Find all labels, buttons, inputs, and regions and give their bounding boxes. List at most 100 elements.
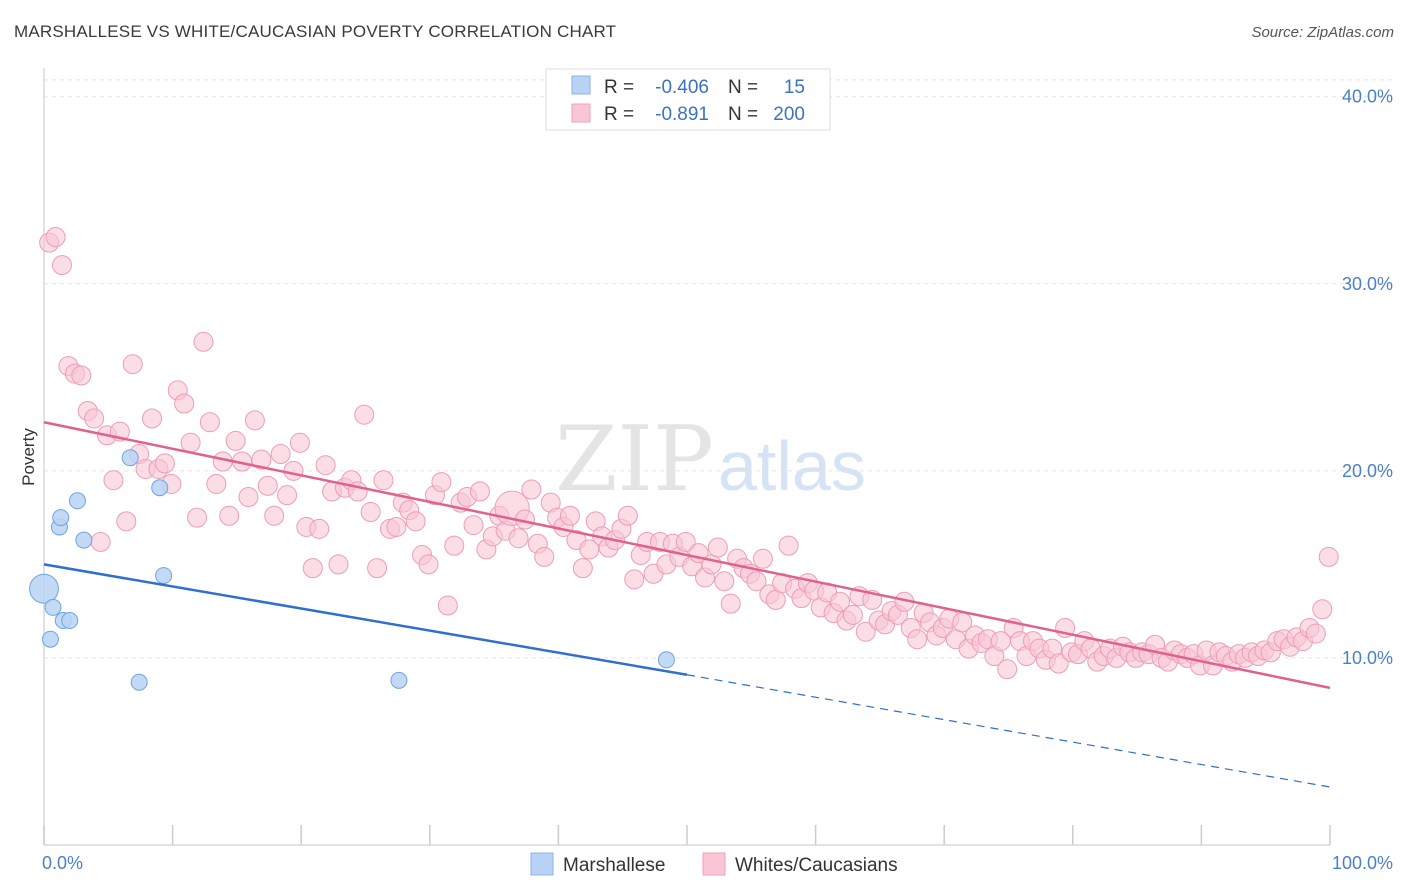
whites-point-36 (270, 444, 291, 465)
whites-point-39 (289, 432, 310, 453)
whites-point-115 (778, 535, 799, 556)
marshallese-point-8 (75, 531, 93, 549)
whites-point-111 (752, 548, 773, 569)
x-tick-label-max: 100.0% (1332, 853, 1393, 873)
whites-point-106 (720, 593, 741, 614)
whites-point-54 (386, 516, 407, 537)
marshallese-point-13 (390, 671, 408, 689)
marshallese-point-0 (29, 573, 59, 604)
whites-point-110 (746, 571, 767, 592)
chart-source: Source: ZipAtlas.com (1251, 24, 1394, 41)
whites-point-38 (283, 460, 304, 481)
whites-point-21 (174, 393, 195, 414)
whites-point-135 (907, 629, 928, 650)
whites-point-16 (142, 408, 163, 429)
whites-point-25 (199, 412, 220, 433)
marshallese-point-1 (44, 598, 62, 616)
chart-title: MARSHALLESE VS WHITE/CAUCASIAN POVERTY C… (14, 22, 617, 41)
marshallese-point-9 (121, 449, 139, 467)
y-axis-tick-labels: 10.0% 20.0% 30.0% 40.0% (1342, 87, 1393, 668)
marshallese-point-12 (155, 567, 173, 585)
whites-point-125 (842, 604, 863, 625)
whites-point-24 (193, 331, 214, 352)
whites-point-99 (675, 531, 696, 552)
legend: R = -0.406 N = 15 R = -0.891 N = 200 (545, 68, 831, 131)
whites-point-81 (559, 505, 580, 526)
y-tick-label-20: 20.0% (1342, 461, 1393, 481)
whites-point-34 (257, 475, 278, 496)
whites-point-10 (103, 470, 124, 491)
marshallese-point-6 (61, 612, 79, 630)
whites-point-37 (277, 485, 298, 506)
whites-point-157 (1048, 653, 1069, 674)
whites-point-197 (1305, 623, 1326, 644)
whites-point-73 (508, 528, 529, 549)
bottom-legend: Marshallese Whites/Caucasians (530, 852, 898, 876)
whites-point-52 (373, 470, 394, 491)
whites-point-45 (328, 554, 349, 575)
series-marshallese-points (29, 449, 675, 691)
whites-point-49 (354, 404, 375, 425)
whites-point-18 (154, 453, 175, 474)
y-tick-label-30: 30.0% (1342, 274, 1393, 294)
whites-point-91 (624, 569, 645, 590)
whites-point-75 (521, 479, 542, 500)
marshallese-point-4 (52, 509, 70, 527)
whites-point-104 (707, 537, 728, 558)
whites-point-90 (617, 505, 638, 526)
marshallese-trend-extension (686, 674, 1331, 788)
whites-point-57 (405, 511, 426, 532)
whites-point-50 (360, 502, 381, 523)
marshallese-trend-line (43, 563, 688, 676)
marshallese-point-11 (151, 479, 169, 497)
whites-point-63 (444, 535, 465, 556)
legend-n-value-1: 15 (784, 77, 805, 98)
watermark-zip: ZIP (555, 407, 714, 512)
y-tick-label-10: 10.0% (1342, 648, 1393, 668)
bottom-legend-swatch-marshallese (530, 852, 554, 876)
whites-point-7 (84, 408, 105, 429)
y-axis-label: Poverty (19, 428, 38, 486)
legend-n-label-2: N = (728, 104, 758, 125)
legend-r-label-1: R = (604, 77, 634, 98)
whites-point-43 (315, 455, 336, 476)
whites-point-67 (469, 481, 490, 502)
whites-point-83 (572, 558, 593, 579)
legend-swatch-marshallese (571, 75, 591, 95)
whites-point-35 (264, 505, 285, 526)
bottom-legend-label-marshallese: Marshallese (563, 855, 665, 876)
trend-lines (43, 420, 1331, 788)
whites-point-123 (830, 591, 851, 612)
whites-point-61 (431, 472, 452, 493)
legend-r-label-2: R = (604, 104, 634, 125)
whites-point-12 (116, 511, 137, 532)
watermark-atlas: atlas (718, 427, 866, 505)
legend-box (545, 68, 831, 131)
whites-point-105 (714, 571, 735, 592)
whites-trend-line (43, 420, 1331, 690)
whites-point-32 (244, 410, 265, 431)
bottom-legend-swatch-whites (702, 852, 726, 876)
whites-point-127 (855, 621, 876, 642)
whites-point-5 (71, 365, 92, 386)
series-whites-points (39, 227, 1339, 680)
x-tick-label-min: 0.0% (42, 853, 83, 873)
marshallese-point-7 (68, 492, 86, 510)
whites-point-41 (302, 558, 323, 579)
whites-point-198 (1312, 599, 1333, 620)
whites-point-29 (225, 430, 246, 451)
whites-point-33 (251, 449, 272, 470)
whites-point-1 (45, 227, 66, 248)
marshallese-point-14 (657, 651, 675, 669)
marshallese-point-10 (130, 673, 148, 691)
whites-point-13 (122, 354, 143, 375)
whites-point-22 (180, 432, 201, 453)
whites-point-31 (238, 487, 259, 508)
legend-n-label-1: N = (728, 77, 758, 98)
whites-point-113 (765, 589, 786, 610)
whites-point-28 (219, 505, 240, 526)
whites-point-77 (534, 546, 555, 567)
whites-point-51 (367, 558, 388, 579)
bottom-legend-label-whites: Whites/Caucasians (735, 855, 898, 876)
